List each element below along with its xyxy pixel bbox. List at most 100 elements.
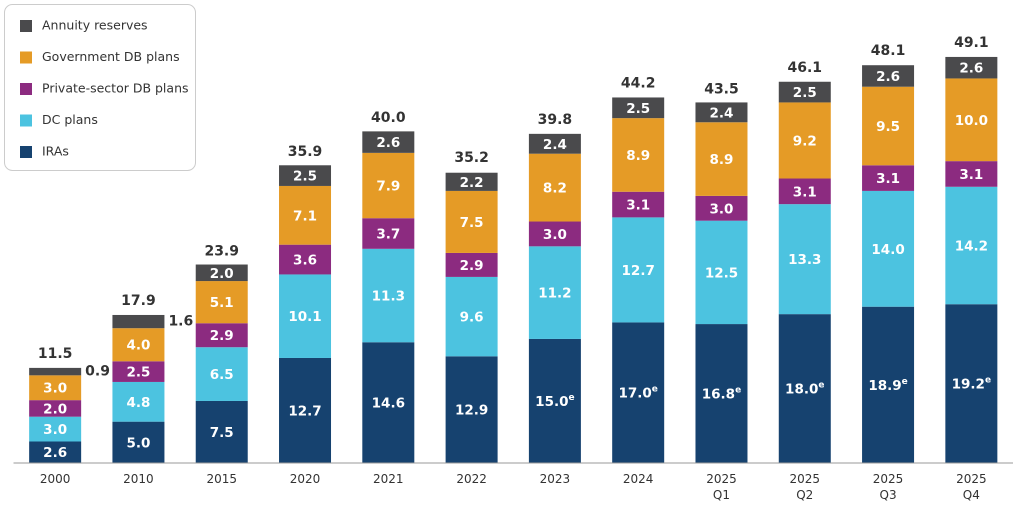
x-tick-label: 2010: [123, 472, 154, 486]
legend-label: Private-sector DB plans: [42, 81, 189, 96]
total-label: 44.2: [621, 75, 656, 91]
bar-segment: [778, 314, 831, 463]
legend-swatch: [20, 20, 32, 32]
value-label: 8.9: [710, 152, 734, 168]
value-label: 12.5: [705, 265, 738, 281]
x-tick-label: 2022: [456, 472, 487, 486]
total-label: 48.1: [871, 43, 906, 59]
value-label: 5.0: [126, 435, 150, 451]
value-label: 13.3: [788, 252, 821, 268]
legend-label: IRAs: [42, 144, 69, 159]
value-label: 2.9: [460, 258, 484, 274]
total-label: 23.9: [204, 243, 239, 259]
value-label: 8.2: [543, 181, 567, 197]
total-label: 39.8: [538, 112, 573, 128]
x-tick-label: 2020: [290, 472, 321, 486]
x-tick-label: 2025 Q2: [789, 472, 820, 502]
value-label: 2.5: [626, 101, 650, 117]
bar-segment: [362, 218, 415, 249]
bar-segment: [528, 153, 581, 222]
value-label: 2.4: [710, 105, 734, 121]
value-label: 7.9: [376, 179, 400, 195]
legend: Annuity reserves Government DB plans Priva…: [20, 18, 189, 159]
value-label: 12.7: [622, 263, 655, 279]
bar-segment: [528, 338, 581, 463]
bar-segment: [29, 400, 82, 417]
value-label: 3.0: [43, 422, 67, 438]
bar-segment: [695, 195, 748, 221]
value-label: 2.6: [43, 445, 67, 461]
bar-segment: [862, 86, 915, 166]
value-label: 7.5: [210, 425, 234, 441]
total-label: 46.1: [787, 60, 822, 76]
value-label: 3.7: [376, 227, 400, 243]
value-label: 9.2: [793, 133, 817, 149]
value-label: 5.1: [210, 295, 234, 311]
bar-segment: [778, 102, 831, 179]
bar-segment: [112, 381, 165, 422]
bar-segment: [362, 248, 415, 343]
bar-segment: [945, 56, 998, 79]
value-label: 14.6: [372, 396, 405, 412]
value-label: 7.1: [293, 208, 317, 224]
bar-segment: [612, 217, 665, 323]
value-label: 19.2e: [952, 375, 991, 393]
value-label: 2.0: [43, 401, 67, 417]
bar-segment: [195, 400, 248, 463]
value-label: 2.6: [959, 61, 983, 77]
bar-segment: [945, 161, 998, 187]
value-label: 12.7: [288, 403, 321, 419]
bar-segment: [29, 416, 82, 442]
bar-segment: [279, 274, 332, 358]
bar-segment: [112, 361, 165, 382]
total-label: 35.2: [454, 150, 489, 166]
value-label: 2.5: [793, 85, 817, 101]
bar-segment: [445, 356, 498, 463]
bar-segment: [195, 264, 248, 282]
bar-segment: [445, 190, 498, 253]
bar-segment: [112, 314, 165, 329]
legend-label: Annuity reserves: [42, 18, 148, 33]
bar-segment: [279, 244, 332, 275]
bar-segment: [612, 97, 665, 119]
bar-segment: [112, 328, 165, 362]
legend-swatch: [20, 83, 32, 95]
bar-segment: [695, 102, 748, 123]
bar-segment: [695, 122, 748, 196]
total-label: 17.9: [121, 293, 156, 309]
x-tick-label: 2023: [540, 472, 571, 486]
value-label: 0.9: [85, 364, 110, 380]
value-label: 2.6: [376, 135, 400, 151]
bar-segment: [528, 221, 581, 247]
total-label: 43.5: [704, 81, 739, 97]
value-label: 10.1: [288, 309, 321, 325]
value-label: 14.2: [955, 238, 988, 254]
legend-label: Government DB plans: [42, 49, 180, 64]
value-label: 3.0: [710, 201, 734, 217]
total-label: 49.1: [954, 35, 989, 51]
bar-segment: [279, 185, 332, 245]
value-label: 10.0: [955, 113, 988, 129]
bar-segment: [778, 178, 831, 205]
bar-segment: [862, 65, 915, 87]
legend-label: DC plans: [42, 112, 98, 127]
bar-segment: [112, 421, 165, 463]
value-label: 8.9: [626, 148, 650, 164]
bar-segment: [279, 165, 332, 186]
x-tick-label: 2025 Q1: [706, 472, 737, 502]
value-label: 18.0e: [785, 380, 824, 398]
value-label: 3.1: [959, 167, 983, 183]
value-label: 4.0: [126, 338, 150, 354]
value-label: 2.5: [293, 169, 317, 185]
value-label: 7.5: [460, 215, 484, 231]
bar-segment: [862, 306, 915, 463]
value-label: 12.9: [455, 403, 488, 419]
value-label: 9.6: [460, 310, 484, 326]
value-label: 9.5: [876, 119, 900, 135]
x-tick-label: 2024: [623, 472, 654, 486]
x-tick-label: 2021: [373, 472, 404, 486]
value-label: 16.8e: [702, 385, 741, 403]
total-label: 35.9: [288, 144, 323, 160]
x-tick-label: 2000: [40, 472, 71, 486]
